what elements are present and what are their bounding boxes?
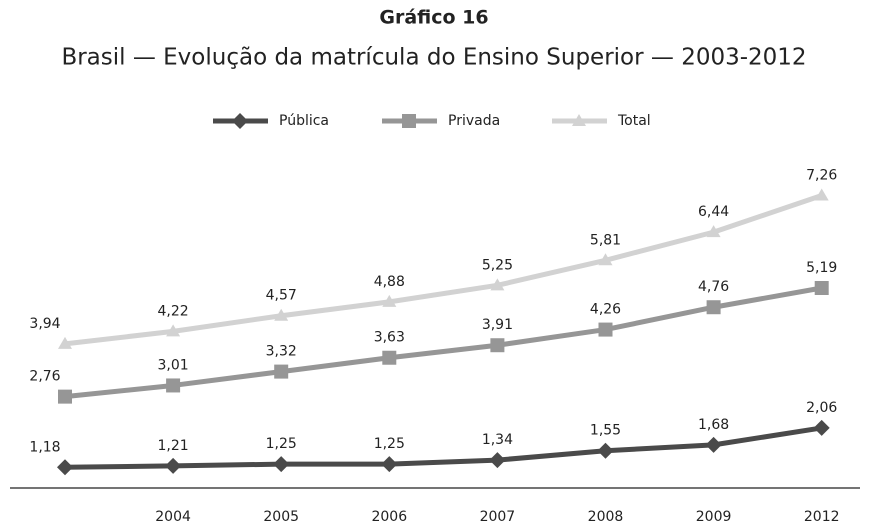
series-line (64, 285, 823, 400)
data-label: 4,26 (590, 302, 621, 318)
point (706, 300, 721, 315)
chart-title: Gráfico 16 (379, 7, 488, 29)
data-label: 4,88 (374, 274, 405, 290)
point (274, 308, 289, 321)
data-label: 2,06 (806, 400, 837, 416)
chart-subtitle: Brasil — Evolução da matrícula do Ensino… (61, 45, 806, 71)
x-tick-label: 2006 (371, 509, 407, 524)
series-line (64, 193, 823, 347)
legend-marker (402, 114, 416, 128)
data-label: 3,63 (374, 330, 405, 346)
point (382, 350, 397, 365)
point (58, 336, 72, 349)
legend-label: Total (617, 113, 651, 129)
data-label: 3,32 (266, 344, 297, 360)
legend-label: Privada (448, 113, 500, 129)
data-label: 1,25 (374, 436, 405, 452)
series-line (64, 425, 823, 470)
data-label: 5,25 (482, 257, 513, 273)
data-label: 5,81 (590, 232, 621, 248)
x-tick-label: 2009 (696, 509, 732, 524)
point (166, 324, 181, 337)
point (58, 389, 72, 404)
legend-label: Pública (279, 113, 329, 129)
data-label: 1,55 (590, 423, 621, 439)
data-label: 1,34 (482, 432, 513, 448)
point (813, 419, 830, 436)
data-label: 3,01 (158, 357, 189, 373)
x-tick-label: 2008 (588, 509, 624, 524)
data-label: 6,44 (698, 204, 729, 220)
point (273, 456, 290, 473)
point (814, 281, 829, 296)
data-label: 4,57 (266, 288, 297, 304)
point (705, 436, 722, 453)
data-label: 1,25 (266, 436, 297, 452)
point (382, 294, 397, 307)
data-label: 4,22 (158, 303, 189, 319)
data-label: 1,68 (698, 417, 729, 433)
data-label: 1,21 (158, 438, 189, 454)
point (490, 338, 505, 353)
legend-marker (232, 113, 248, 129)
point (274, 364, 289, 379)
data-label: 5,19 (806, 260, 837, 276)
point (598, 322, 613, 337)
data-label: 3,91 (482, 317, 513, 333)
point (598, 253, 613, 266)
point (489, 452, 506, 469)
point (165, 457, 182, 474)
point (166, 378, 181, 393)
point (597, 442, 614, 459)
point (381, 456, 398, 473)
x-tick-label: 2007 (480, 509, 516, 524)
data-label: 4,76 (698, 279, 729, 295)
data-label: 7,26 (806, 167, 837, 183)
point (57, 459, 73, 476)
legend-marker (572, 114, 586, 126)
x-tick-label: 2004 (155, 509, 191, 524)
data-label: 1,18 (29, 439, 60, 455)
x-tick-label: 2012 (804, 509, 840, 524)
data-label: 3,94 (29, 316, 60, 332)
x-tick-label: 2005 (263, 509, 299, 524)
point (706, 225, 721, 238)
point (490, 278, 505, 291)
data-label: 2,76 (29, 369, 60, 385)
point (814, 188, 829, 201)
